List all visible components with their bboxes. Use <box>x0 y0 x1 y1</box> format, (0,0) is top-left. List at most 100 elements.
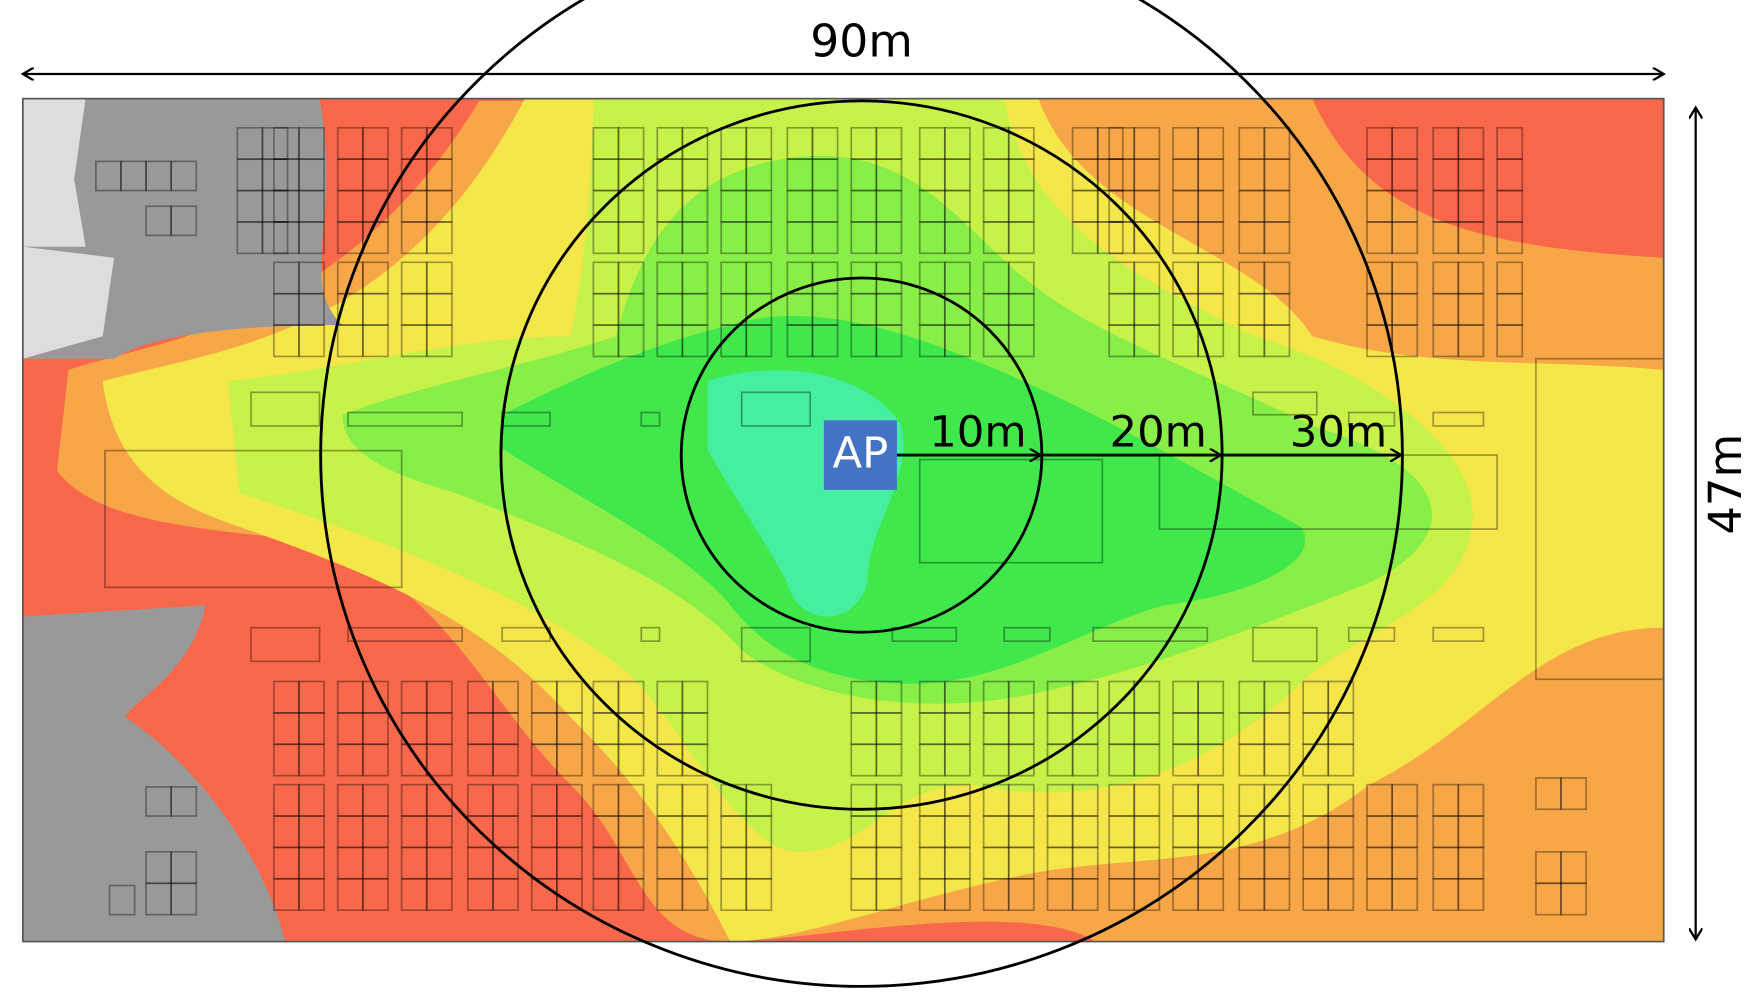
rack <box>1133 783 1161 817</box>
rack <box>786 158 814 192</box>
rack <box>530 783 558 817</box>
rack <box>1071 846 1099 880</box>
rack <box>1197 158 1225 192</box>
rack <box>1457 292 1485 326</box>
rack <box>400 877 428 912</box>
rack <box>617 158 645 192</box>
rack <box>250 626 321 663</box>
rack <box>336 783 364 817</box>
rack <box>1172 846 1200 880</box>
rack <box>556 712 583 746</box>
width-label: 90m <box>810 15 913 68</box>
rack <box>1108 815 1136 849</box>
rack <box>1172 126 1200 161</box>
rack <box>656 158 684 192</box>
rack <box>250 391 321 427</box>
rack <box>681 815 709 849</box>
rack <box>400 815 428 849</box>
rack <box>1071 877 1099 912</box>
rack <box>656 846 684 880</box>
rack <box>556 680 583 714</box>
rack <box>811 189 839 223</box>
rack <box>1133 815 1161 849</box>
rack <box>681 712 709 746</box>
rack <box>1457 846 1485 880</box>
no-signal <box>22 605 286 942</box>
rack <box>592 261 620 295</box>
rack <box>681 680 709 714</box>
rack <box>425 743 453 777</box>
rack <box>1133 846 1161 880</box>
rack <box>640 626 661 642</box>
rack <box>918 126 946 161</box>
rack <box>1391 783 1419 817</box>
rack <box>982 815 1010 849</box>
rack <box>298 712 325 746</box>
rack <box>1007 221 1035 255</box>
rack <box>1197 877 1225 912</box>
rack <box>336 189 364 223</box>
rack <box>400 846 428 880</box>
rack <box>1391 815 1419 849</box>
rack <box>273 846 300 880</box>
rack <box>1263 189 1291 223</box>
rack <box>720 783 748 817</box>
rack <box>1197 846 1225 880</box>
rack <box>850 846 878 880</box>
rack <box>1391 261 1419 295</box>
rack <box>362 680 389 714</box>
rack <box>1263 158 1291 192</box>
rack <box>850 324 878 358</box>
rack <box>811 324 839 358</box>
rack <box>745 324 773 358</box>
rack <box>875 743 903 777</box>
rack <box>336 712 364 746</box>
rack <box>681 221 709 255</box>
rack <box>617 680 645 714</box>
rack <box>1133 126 1161 161</box>
rack <box>943 712 971 746</box>
rack <box>556 846 583 880</box>
rack <box>875 221 903 255</box>
rack <box>1197 292 1225 326</box>
rack <box>425 189 453 223</box>
rack <box>1197 712 1225 746</box>
rack <box>1366 815 1393 849</box>
rack <box>720 221 748 255</box>
rack <box>982 680 1010 714</box>
rack <box>1046 680 1074 714</box>
rack <box>1238 126 1266 161</box>
rack <box>745 126 773 161</box>
rack <box>362 712 389 746</box>
rack <box>875 712 903 746</box>
rack <box>1238 743 1266 777</box>
rack <box>982 261 1010 295</box>
rack <box>1391 221 1419 255</box>
rack <box>850 712 878 746</box>
rack <box>918 324 946 358</box>
rack <box>492 743 519 777</box>
rack <box>362 815 389 849</box>
rack <box>1172 158 1200 192</box>
rack <box>943 221 971 255</box>
rack <box>1391 877 1419 912</box>
rack <box>592 783 620 817</box>
rack <box>261 189 289 223</box>
rack <box>1071 126 1099 161</box>
rack <box>943 680 971 714</box>
rack <box>1432 189 1460 223</box>
rack <box>1092 626 1209 642</box>
rack <box>875 680 903 714</box>
rack <box>530 846 558 880</box>
rack <box>1496 324 1524 358</box>
rack <box>1391 292 1419 326</box>
rack <box>740 626 812 663</box>
rack <box>745 783 773 817</box>
rack <box>1302 680 1330 714</box>
rack <box>1560 851 1587 885</box>
rack <box>1108 783 1136 817</box>
rack <box>811 221 839 255</box>
rack <box>145 882 173 916</box>
rack <box>681 743 709 777</box>
rack <box>943 189 971 223</box>
